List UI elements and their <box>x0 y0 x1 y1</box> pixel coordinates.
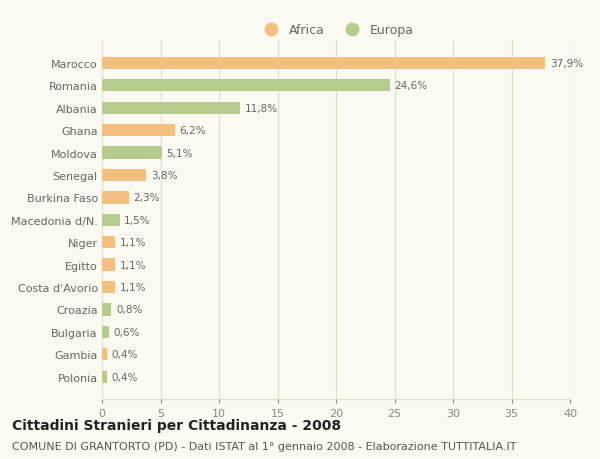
Text: 0,4%: 0,4% <box>112 350 138 359</box>
Bar <box>102 236 115 249</box>
Bar <box>102 147 161 159</box>
Text: 0,4%: 0,4% <box>112 372 138 382</box>
Bar <box>102 281 115 294</box>
Text: 37,9%: 37,9% <box>550 59 583 69</box>
Text: 11,8%: 11,8% <box>245 103 278 113</box>
Text: 1,1%: 1,1% <box>119 282 146 292</box>
Bar <box>102 169 146 182</box>
Text: 3,8%: 3,8% <box>151 171 178 180</box>
Bar <box>102 57 545 70</box>
Text: 5,1%: 5,1% <box>166 148 193 158</box>
Bar <box>102 125 175 137</box>
Text: 24,6%: 24,6% <box>395 81 428 91</box>
Bar <box>102 102 240 115</box>
Bar <box>102 304 112 316</box>
Text: COMUNE DI GRANTORTO (PD) - Dati ISTAT al 1° gennaio 2008 - Elaborazione TUTTITAL: COMUNE DI GRANTORTO (PD) - Dati ISTAT al… <box>12 441 517 451</box>
Bar <box>102 214 119 226</box>
Text: 1,1%: 1,1% <box>119 260 146 270</box>
Text: 0,6%: 0,6% <box>114 327 140 337</box>
Bar <box>102 371 107 383</box>
Bar <box>102 348 107 361</box>
Text: 6,2%: 6,2% <box>179 126 206 136</box>
Legend: Africa, Europa: Africa, Europa <box>254 19 418 42</box>
Bar <box>102 326 109 338</box>
Text: 0,8%: 0,8% <box>116 305 142 315</box>
Bar <box>102 192 129 204</box>
Text: 1,5%: 1,5% <box>124 215 151 225</box>
Bar <box>102 259 115 271</box>
Text: 2,3%: 2,3% <box>134 193 160 203</box>
Bar <box>102 80 390 92</box>
Text: 1,1%: 1,1% <box>119 238 146 248</box>
Text: Cittadini Stranieri per Cittadinanza - 2008: Cittadini Stranieri per Cittadinanza - 2… <box>12 418 341 431</box>
